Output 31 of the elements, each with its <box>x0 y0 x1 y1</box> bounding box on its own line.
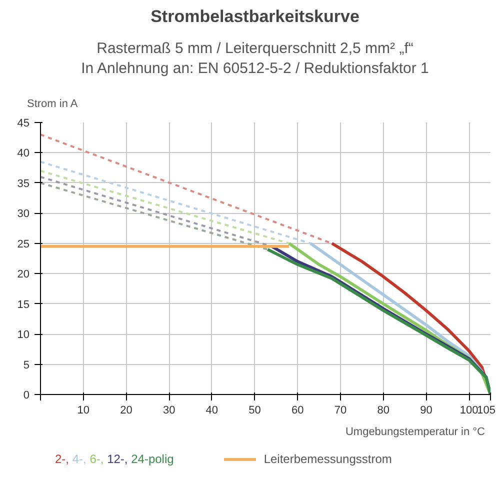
x-axis-title: Umgebungstemperatur in °C <box>344 425 485 440</box>
x-tick-label: 105 <box>477 404 496 416</box>
x-tick-label: 60 <box>292 404 304 416</box>
y-tick-label: 25 <box>17 238 30 250</box>
x-tick-label: 10 <box>77 404 90 416</box>
x-tick-label: 50 <box>248 404 261 416</box>
chart-subtitle: Rastermaß 5 mm / Leiterquerschnitt 2,5 mm² „f“ In Anlehnung an: EN 60512-5-2 / Reduktionsfaktor 1 <box>80 39 430 79</box>
x-tick-label: 80 <box>377 404 390 416</box>
text: 4-, <box>72 452 86 466</box>
y-tick-label: 30 <box>17 208 30 220</box>
x-tick-label: 70 <box>334 404 347 416</box>
y-tick-label: 0 <box>23 390 30 402</box>
text: 2-, <box>55 452 70 466</box>
x-tick-label: 40 <box>206 404 218 416</box>
y-tick-label: 20 <box>17 268 30 281</box>
y-tick-label: 5 <box>23 359 30 372</box>
x-tick-label: 30 <box>162 404 176 416</box>
x-tick-label: 90 <box>420 404 432 416</box>
y-tick-label: 10 <box>17 329 30 342</box>
y-tick-label: 35 <box>17 178 30 190</box>
y-axis-title: Strom in A <box>26 97 78 112</box>
legend-label: Leiterbemessungsstrom <box>262 451 392 468</box>
x-tick-label: 100 <box>460 404 478 416</box>
y-tick-label: 40 <box>17 148 30 160</box>
text: 12-, <box>107 452 128 466</box>
text: 6-, <box>90 452 104 466</box>
chart-title: Strombelastbarkeitskurve <box>150 6 360 28</box>
x-tick-label: 20 <box>120 404 132 416</box>
text: 24-polig <box>131 452 174 466</box>
y-tick-label: 45 <box>17 118 30 130</box>
y-tick-label: 15 <box>17 298 30 311</box>
